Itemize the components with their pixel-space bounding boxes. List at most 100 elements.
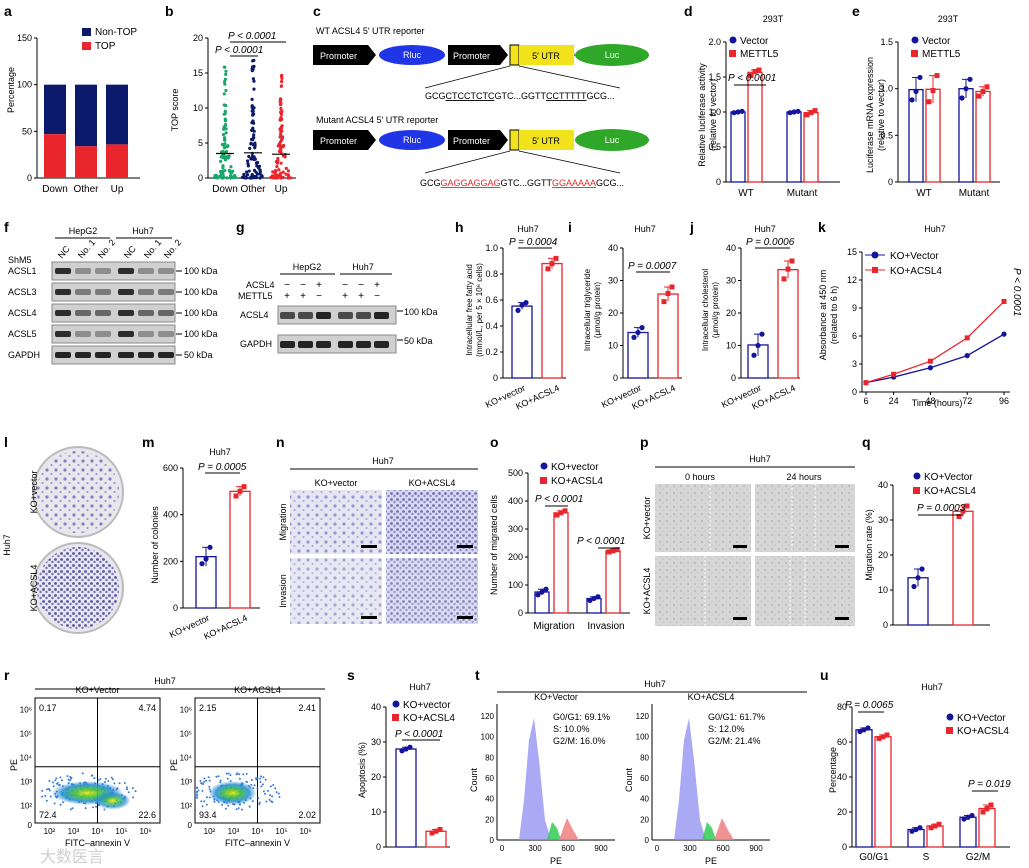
r-event bbox=[49, 795, 52, 798]
f-band bbox=[75, 268, 91, 274]
r-ytick-label: 10² bbox=[180, 802, 192, 811]
o-axis: 0 100 200 300 400 500 bbox=[508, 468, 630, 618]
u-acsl4-bar bbox=[874, 736, 892, 848]
r-event bbox=[92, 806, 95, 809]
b-point bbox=[252, 129, 256, 133]
h-acsl4-point bbox=[553, 255, 559, 261]
u-vector-point bbox=[961, 816, 967, 822]
f-band bbox=[138, 268, 154, 274]
u-xlabel: S bbox=[923, 852, 930, 863]
k-legend-vector: KO+Vector bbox=[890, 251, 939, 262]
t-g2-peak bbox=[714, 818, 734, 840]
r-event bbox=[93, 777, 96, 780]
r-xlabel: FITC–annexin V bbox=[65, 838, 130, 848]
r-xtick-label: 10⁴ bbox=[251, 827, 264, 836]
panel-b: b TOP score 0 5 10 15 20 Down Other Up P < 0.0… bbox=[165, 3, 296, 195]
t-ytick-label: 20 bbox=[485, 815, 494, 824]
r-event bbox=[237, 807, 240, 810]
j-ytick-label: 0 bbox=[731, 373, 736, 383]
p-row-acsl4: KO+ACSL4 bbox=[642, 568, 652, 615]
a-xlabel: Up bbox=[111, 184, 124, 195]
q-ytick-label: 30 bbox=[878, 515, 888, 525]
c-wt-seq: GCGCTCCTCTCGTC...GGTTCCTTTTTGCG... bbox=[425, 91, 615, 101]
o-acsl4-bar bbox=[605, 550, 621, 614]
s-vector-bar bbox=[395, 748, 417, 848]
f-band-label: GAPDH bbox=[8, 350, 40, 360]
r-xlabel: FITC–annexin V bbox=[225, 838, 290, 848]
r-event bbox=[41, 789, 44, 792]
u-ytick-label: 40 bbox=[837, 772, 847, 782]
f-lane-label: No. 2 bbox=[96, 237, 117, 260]
panel-label-p: p bbox=[640, 434, 649, 450]
o-p1: P < 0.0001 bbox=[535, 494, 583, 505]
f-blot-bg bbox=[51, 282, 176, 302]
i-p: P = 0.0007 bbox=[628, 261, 677, 272]
b-point bbox=[277, 168, 281, 172]
r-ytick-label: 10⁴ bbox=[20, 754, 33, 763]
q-ytick-label: 20 bbox=[878, 550, 888, 560]
o-ylabel: Number of migrated cells bbox=[489, 494, 499, 595]
b-point bbox=[224, 88, 228, 93]
b-point bbox=[279, 144, 283, 148]
u-ylabel: Percentage bbox=[828, 747, 838, 793]
f-band bbox=[75, 331, 91, 337]
r-ytick-label: 10⁶ bbox=[180, 705, 192, 714]
f-blot-bg bbox=[51, 261, 176, 281]
f-band bbox=[158, 268, 174, 274]
c-wt-promoter1-label: Promoter bbox=[320, 51, 357, 61]
r-q-ur: 4.74 bbox=[138, 703, 156, 713]
i-ytick-label: 40 bbox=[608, 243, 618, 253]
r-event bbox=[196, 790, 198, 793]
t-s-phase bbox=[702, 822, 716, 840]
g-cell-huh7: Huh7 bbox=[352, 262, 374, 272]
b-point bbox=[255, 164, 259, 168]
f-band bbox=[55, 268, 71, 274]
b-ytick-label: 0 bbox=[198, 173, 203, 183]
d-bars: WT Mutant bbox=[730, 67, 819, 199]
e-legend-mettl5: METTL5 bbox=[922, 49, 961, 60]
s-ytick-label: 0 bbox=[376, 842, 381, 852]
r-q-ul: 0.17 bbox=[39, 703, 57, 713]
k-point bbox=[891, 371, 897, 377]
c-mut-construct: Promoter Rluc Promoter 5′ UTR Luc GCGGAG… bbox=[313, 129, 649, 188]
t-s: S: 12.0% bbox=[708, 724, 745, 734]
b-point bbox=[222, 92, 226, 96]
q-ytick-label: 10 bbox=[878, 585, 888, 595]
f-band-label: ACSL1 bbox=[8, 266, 37, 276]
b-point bbox=[252, 87, 256, 91]
panel-label-e: e bbox=[852, 3, 860, 19]
k-point bbox=[1001, 298, 1007, 304]
b-point bbox=[250, 97, 254, 101]
j-vector-point bbox=[751, 352, 757, 358]
u-bars: G0/G1 S G2/M bbox=[855, 725, 996, 863]
panel-a: a Percentage 0 50 100 150 Down Other Up Non-T… bbox=[4, 3, 140, 195]
r-event bbox=[271, 795, 274, 798]
d-mettl5-point bbox=[808, 110, 814, 116]
g-band bbox=[298, 312, 313, 319]
g-band bbox=[356, 312, 371, 319]
u-p1: P = 0.0065 bbox=[845, 700, 894, 711]
t-g1-peak bbox=[519, 718, 551, 840]
t-plot-title: KO+Vector bbox=[534, 692, 578, 702]
c-wt-zoom-left bbox=[424, 65, 511, 89]
s-ylabel: Apoptosis (%) bbox=[357, 742, 367, 798]
c-mut-top-motif bbox=[509, 129, 520, 151]
b-point bbox=[279, 112, 284, 117]
t-s-phase bbox=[547, 822, 561, 840]
u-vector-point bbox=[861, 727, 867, 733]
r-event bbox=[201, 789, 204, 792]
s-ytick-label: 10 bbox=[371, 807, 381, 817]
b-point bbox=[223, 111, 227, 116]
c-wt-luc-label: Luc bbox=[605, 50, 620, 60]
b-point bbox=[224, 131, 228, 135]
b-point bbox=[223, 82, 227, 86]
q-bars bbox=[907, 503, 974, 626]
d-axis: 0 0.5 1.0 1.5 2.0 bbox=[708, 37, 840, 187]
b-point bbox=[219, 173, 223, 177]
f-band bbox=[118, 268, 134, 274]
g-sign-acsl4: − bbox=[358, 280, 364, 291]
q-legend-acsl4: KO+ACSL4 bbox=[924, 486, 976, 497]
r-q-ll: 93.4 bbox=[199, 810, 217, 820]
f-band bbox=[158, 289, 174, 295]
